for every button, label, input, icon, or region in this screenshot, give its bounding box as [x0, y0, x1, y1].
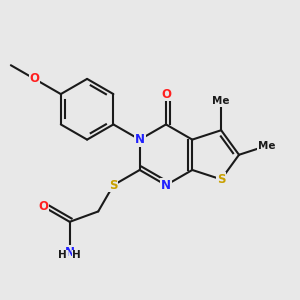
Text: S: S — [109, 179, 118, 192]
Text: H: H — [72, 250, 81, 260]
Text: N: N — [135, 133, 145, 146]
Text: N: N — [65, 246, 75, 259]
Text: N: N — [161, 179, 171, 192]
Text: Me: Me — [212, 96, 230, 106]
Text: O: O — [161, 88, 171, 100]
Text: O: O — [38, 200, 48, 213]
Text: Me: Me — [258, 141, 275, 151]
Text: S: S — [217, 173, 225, 186]
Text: O: O — [29, 72, 40, 86]
Text: H: H — [58, 250, 67, 260]
